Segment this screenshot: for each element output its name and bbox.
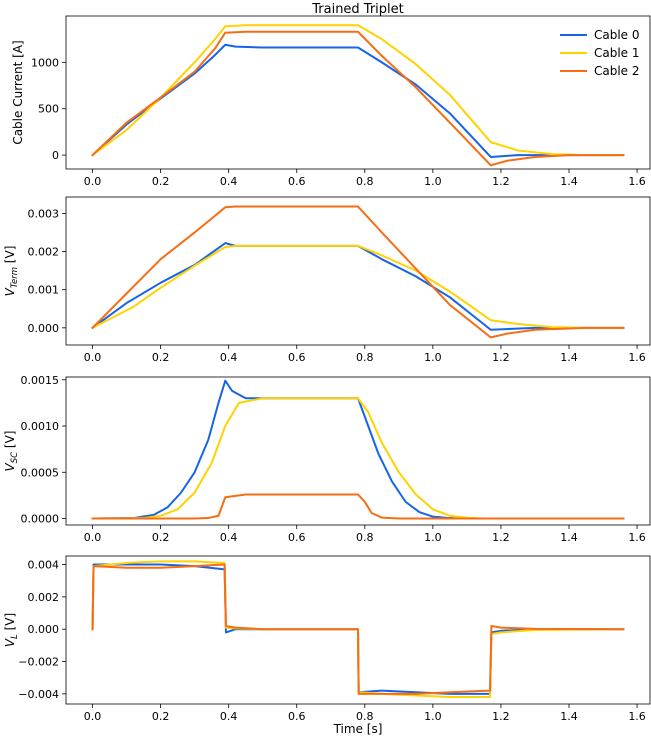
y-axis-label: Cable Current [A] xyxy=(11,40,25,144)
y-tick-label: 0.0005 xyxy=(21,466,60,479)
y-tick-label: 0.002 xyxy=(28,246,60,259)
x-tick-label: 0.2 xyxy=(152,710,170,723)
y-tick-label: 0.003 xyxy=(28,207,60,220)
series-line-cable-1 xyxy=(91,244,625,330)
y-tick-label: 0.000 xyxy=(28,623,60,636)
x-tick-label: 1.4 xyxy=(560,175,578,188)
x-tick-label: 1.4 xyxy=(560,531,578,544)
series-line-cable-1 xyxy=(91,397,625,520)
y-axis-label: VTerm [V] xyxy=(3,246,20,297)
x-tick-label: 0.6 xyxy=(288,531,306,544)
x-tick-label: 0.0 xyxy=(84,710,102,723)
subplot-2: 0.0 0.2 0.4 0.6 0.8 1.0 1.2 1.4 1.6 0.0000 0.0005 0… xyxy=(3,374,651,544)
series-group xyxy=(91,24,625,167)
y-tick-label: 0.0000 xyxy=(21,513,60,526)
y-tick-label: 500 xyxy=(38,103,59,116)
x-tick-label: 0.8 xyxy=(356,710,374,723)
x-tick-label: 0.6 xyxy=(288,710,306,723)
x-tick-label: 0.4 xyxy=(220,175,238,188)
x-tick-label: 1.0 xyxy=(424,710,442,723)
x-tick-label: 0.2 xyxy=(152,531,170,544)
y-tick-label: 0.004 xyxy=(28,559,60,572)
x-tick-label: 1.2 xyxy=(492,710,510,723)
y-axis-label: VSC [V] xyxy=(3,431,20,472)
series-line-cable-0 xyxy=(91,379,625,520)
series-line-cable-0 xyxy=(91,43,625,158)
legend: Cable 0 Cable 1 Cable 2 xyxy=(560,28,640,78)
x-tick-label: 0.8 xyxy=(356,175,374,188)
x-tick-label: 1.6 xyxy=(628,351,646,364)
series-line-cable-1 xyxy=(91,24,625,157)
series-group xyxy=(91,379,625,520)
x-tick-label: 1.6 xyxy=(628,710,646,723)
x-tick-label: 0.2 xyxy=(152,175,170,188)
x-tick-label: 0.8 xyxy=(356,531,374,544)
x-tick-label: 0.8 xyxy=(356,351,374,364)
plot-frame xyxy=(65,15,651,170)
x-tick-label: 1.0 xyxy=(424,175,442,188)
x-tick-label: 1.4 xyxy=(560,710,578,723)
series-line-cable-2 xyxy=(91,205,625,339)
plot-frame xyxy=(65,196,651,346)
y-tick-label: 0.002 xyxy=(28,591,60,604)
subplots: 0.0 0.2 0.4 0.6 0.8 1.0 1.2 1.4 1.6 0 500 1000 Cable… xyxy=(3,15,651,723)
x-tick-label: 1.6 xyxy=(628,531,646,544)
y-tick-label: 1000 xyxy=(31,56,59,69)
x-tick-label: 0.6 xyxy=(288,351,306,364)
y-tick-label: −0.004 xyxy=(18,688,59,701)
y-tick-label: 0.0010 xyxy=(21,420,60,433)
subplot-1: 0.0 0.2 0.4 0.6 0.8 1.0 1.2 1.4 1.6 0.000 0.001 0.0… xyxy=(3,196,651,364)
x-tick-label: 0.0 xyxy=(84,351,102,364)
y-tick-label: 0.000 xyxy=(28,322,60,335)
y-tick-label: 0.0015 xyxy=(21,374,60,387)
series-line-cable-2 xyxy=(91,30,625,167)
y-axis-label: VL [V] xyxy=(3,613,20,647)
series-line-cable-2 xyxy=(91,563,625,695)
y-tick-label: 0.001 xyxy=(28,284,60,297)
x-tick-label: 0.0 xyxy=(84,531,102,544)
plot-frame xyxy=(65,376,651,526)
figure-title: Trained Triplet xyxy=(311,2,404,17)
x-tick-label: 1.2 xyxy=(492,175,510,188)
x-tick-label: 1.2 xyxy=(492,351,510,364)
legend-label: Cable 0 xyxy=(594,28,640,42)
x-tick-label: 1.6 xyxy=(628,175,646,188)
series-line-cable-0 xyxy=(91,242,625,331)
x-tick-label: 1.4 xyxy=(560,351,578,364)
x-tick-label: 1.0 xyxy=(424,531,442,544)
y-tick-label: −0.002 xyxy=(18,656,59,669)
y-tick-label: 0 xyxy=(52,149,59,162)
x-tick-label: 0.6 xyxy=(288,175,306,188)
x-tick-label: 1.2 xyxy=(492,531,510,544)
x-tick-label: 0.4 xyxy=(220,531,238,544)
x-axis-label: Time [s] xyxy=(333,722,383,736)
plot-frame xyxy=(65,555,651,705)
series-line-cable-2 xyxy=(91,493,625,520)
x-tick-label: 0.2 xyxy=(152,351,170,364)
x-tick-label: 0.4 xyxy=(220,351,238,364)
subplot-0: 0.0 0.2 0.4 0.6 0.8 1.0 1.2 1.4 1.6 0 500 1000 Cable… xyxy=(11,15,651,188)
x-tick-label: 0.4 xyxy=(220,710,238,723)
x-tick-label: 0.0 xyxy=(84,175,102,188)
x-tick-label: 1.0 xyxy=(424,351,442,364)
subplot-3: 0.0 0.2 0.4 0.6 0.8 1.0 1.2 1.4 1.6 −0.004 −0.002 0… xyxy=(3,555,651,723)
legend-label: Cable 1 xyxy=(594,46,640,60)
legend-label: Cable 2 xyxy=(594,64,640,78)
series-group xyxy=(91,205,625,339)
series-group xyxy=(91,560,625,699)
